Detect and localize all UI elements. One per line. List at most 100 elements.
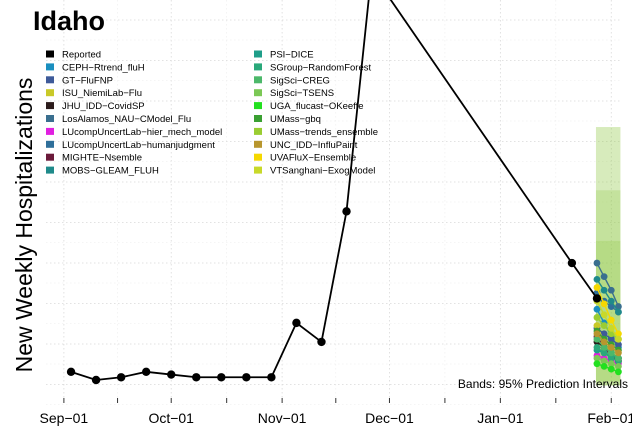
forecast-lines <box>593 259 622 376</box>
reported-point <box>317 337 326 347</box>
forecast-point <box>600 322 608 329</box>
forecast-point <box>607 297 615 305</box>
x-tick-label: Oct−01 <box>148 410 194 426</box>
legend-label: UGA_flucast−OKeeffe <box>270 101 364 112</box>
legend-swatch <box>254 166 262 174</box>
legend-swatch <box>46 115 54 122</box>
legend-label: SGroup−RandomForest <box>270 62 371 73</box>
legend-swatch <box>254 76 262 84</box>
reported-point <box>217 373 226 382</box>
legend-label: MIGHTE−Nsemble <box>62 153 142 164</box>
forecast-point <box>593 275 601 283</box>
forecast-line <box>596 357 619 368</box>
legend-swatch <box>254 63 262 71</box>
forecast-point <box>615 341 622 349</box>
legend-swatch <box>46 76 54 84</box>
forecast-point <box>607 335 615 343</box>
legend-label: SigSci−CREG <box>270 75 330 86</box>
forecast-point <box>593 360 601 368</box>
reported-point <box>567 258 577 268</box>
reported-point <box>141 367 151 377</box>
chart-title: Idaho <box>33 6 105 36</box>
legend-swatch <box>46 50 54 58</box>
forecast-point <box>593 343 601 351</box>
forecast-point <box>600 363 608 370</box>
forecast-point <box>615 363 622 370</box>
legend-swatch <box>46 63 54 71</box>
forecast-line <box>596 338 619 359</box>
forecast-point <box>593 305 601 313</box>
reported-point <box>116 373 126 382</box>
legend-label: LUcompUncertLab−humanjudgment <box>62 140 215 151</box>
forecast-line <box>596 346 619 362</box>
forecast-line <box>596 333 619 354</box>
legend-label: VTSanghani−ExogModel <box>270 166 375 177</box>
legend-swatch <box>254 153 262 161</box>
reported-point <box>192 373 201 382</box>
x-axis: Sep−01 Oct−01 Nov−01 Dec−01 Jan−01 Feb−01 <box>40 398 632 426</box>
forecast-point <box>600 338 608 346</box>
forecast-point <box>615 308 622 316</box>
bands-note: Bands: 95% Prediction Intervals <box>458 377 628 391</box>
legend-swatch <box>46 166 54 174</box>
legend-swatch <box>254 115 262 122</box>
forecast-point <box>593 335 601 343</box>
forecast-point <box>593 322 601 329</box>
forecast-line <box>596 354 619 365</box>
legend-label: GT−FluFNP <box>62 75 113 86</box>
forecast-point <box>593 314 601 321</box>
legend-label: Reported <box>62 50 101 61</box>
forecast-point <box>593 354 601 362</box>
x-tick-label: Sep−01 <box>40 410 89 426</box>
legend-label: SigSci−TSENS <box>270 88 334 99</box>
legend-label: PSI−DICE <box>270 50 314 61</box>
legend-label: LUcompUncertLab−hier_mech_model <box>62 127 222 138</box>
legend-label: MOBS−GLEAM_FLUH <box>62 166 159 177</box>
legend-label: UMass−trends_ensemble <box>270 127 378 138</box>
forecast-point <box>600 311 608 319</box>
forecast-line <box>596 363 619 373</box>
x-tick-label: Dec−01 <box>365 410 414 426</box>
forecast-point <box>600 349 608 357</box>
legend-swatch <box>46 153 54 161</box>
forecast-point <box>600 330 608 338</box>
forecast-point <box>615 354 622 362</box>
reported-point <box>167 370 176 379</box>
x-tick-label: Jan−01 <box>477 410 524 426</box>
forecast-line <box>596 278 620 313</box>
forecast-line <box>596 287 620 335</box>
legend-swatch <box>254 140 262 148</box>
legend-swatch <box>254 89 262 97</box>
forecast-line <box>596 316 619 340</box>
legend-label: UVAFluX−Ensemble <box>270 153 356 164</box>
legend-label: LosAlamos_NAU−CModel_Flu <box>62 114 191 125</box>
x-tick-label: Feb−01 <box>587 410 632 426</box>
x-tick-label: Nov−01 <box>258 410 307 426</box>
legend-label: UNC_IDD−InfluPaint <box>270 140 358 151</box>
forecast-line <box>596 262 620 307</box>
reported-series <box>66 0 602 385</box>
forecast-point <box>607 286 615 294</box>
forecast-line <box>596 327 619 346</box>
forecast-point <box>607 349 615 357</box>
legend-swatch <box>46 89 54 97</box>
reported-point <box>342 207 351 216</box>
forecast-point <box>607 360 615 368</box>
forecast-point <box>615 335 622 343</box>
reported-point <box>292 318 301 328</box>
legend-swatch <box>254 50 262 58</box>
forecast-point <box>607 324 615 332</box>
forecast-point <box>593 259 601 267</box>
y-axis-label: New Weekly Hospitalizations <box>11 78 37 373</box>
reported-point <box>91 375 101 385</box>
legend-label: ISU_NiemiLab−Flu <box>62 88 142 99</box>
grid <box>46 0 622 405</box>
forecast-line <box>596 349 619 359</box>
legend-swatch <box>46 140 54 148</box>
forecast-point <box>593 284 601 291</box>
legend-label: JHU_IDD−CovidSP <box>62 101 145 112</box>
reported-point <box>267 373 276 382</box>
